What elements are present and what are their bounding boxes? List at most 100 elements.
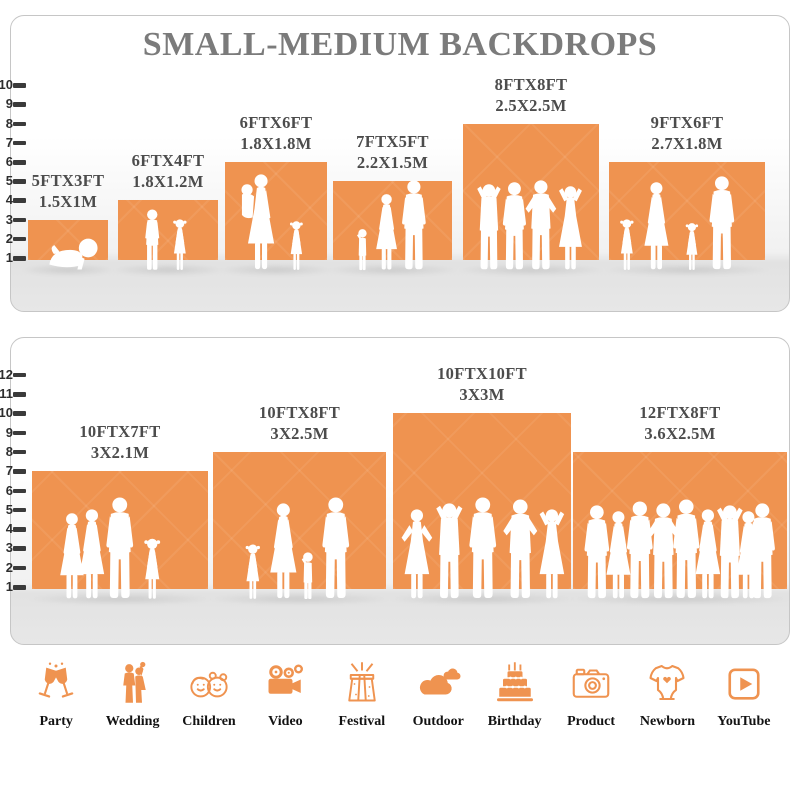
- backdrop-size-m: 1.8X1.8M: [240, 134, 312, 153]
- girl-silhouette: [173, 219, 187, 270]
- scale-tick-label-1: 1: [5, 579, 13, 594]
- wedding-icon: [122, 661, 146, 703]
- category-label: Outdoor: [412, 714, 464, 729]
- category-label: Product: [567, 714, 616, 729]
- category-label: YouTube: [717, 714, 771, 729]
- man-silhouette: [322, 497, 350, 599]
- category-label: Party: [39, 714, 73, 729]
- scale-tick-label-6: 6: [5, 154, 13, 169]
- scale-tick-mark: [13, 546, 26, 551]
- scale-tick-mark: [13, 160, 26, 165]
- category-label: Newborn: [639, 714, 696, 729]
- backdrop-size-ft: 10FTX10FT: [437, 364, 527, 384]
- scale-tick-label-9: 9: [5, 96, 13, 112]
- newborn-icon: [649, 664, 686, 701]
- youtube-icon: [728, 668, 760, 700]
- scale-tick-label-2: 2: [5, 559, 13, 575]
- category-festival: Festival: [324, 660, 400, 730]
- category-product: Product: [553, 660, 629, 730]
- girl-silhouette: [289, 221, 303, 270]
- scale-tick-mark: [13, 392, 26, 397]
- man-hands-silhouette: [435, 503, 463, 599]
- scale-tick-mark: [13, 507, 26, 513]
- backdrop-size-m: 2.7X1.8M: [651, 134, 723, 153]
- boy-silhouette: [144, 209, 159, 270]
- backdrop-label: 12FTX8FT 3.6X2.5M: [570, 402, 790, 444]
- scale-tick-label-7: 7: [5, 463, 13, 479]
- category-row: Party Wedding Children Video Festival Outdoor…: [18, 660, 782, 760]
- backdrop-label: 9FTX6FT 2.7X1.8M: [577, 112, 797, 154]
- man-silhouette: [627, 501, 653, 599]
- backdrop-label: 8FTX8FT 2.5X2.5M: [421, 74, 641, 116]
- backdrop-rect-6ftx6ft: [225, 162, 327, 260]
- category-newborn: Newborn: [629, 660, 705, 730]
- scale-tick-label-8: 8: [5, 443, 13, 459]
- woman-silhouette: [695, 509, 721, 599]
- category-birthday: Birthday: [476, 660, 552, 730]
- scale-tick-mark: [13, 217, 26, 223]
- backdrop-size-ft: 12FTX8FT: [639, 402, 721, 422]
- backdrop-size-ft: 10FTX7FT: [79, 422, 161, 442]
- scale-tick-mark: [13, 179, 26, 184]
- backdrop-shadow: [110, 264, 226, 276]
- scale-tick-label-10: 10: [0, 405, 13, 421]
- man-hips-silhouette: [646, 503, 680, 599]
- children-icon: [190, 671, 228, 698]
- backdrop-size-m: 3X2.1M: [90, 443, 150, 463]
- scale-tick-label-6: 6: [5, 482, 13, 498]
- man-silhouette: [584, 505, 610, 599]
- girl-silhouette: [685, 223, 699, 271]
- scale-tick-mark: [13, 488, 26, 493]
- scale-tick-mark: [13, 83, 26, 88]
- video-icon: [268, 664, 304, 694]
- scale-tick-label-5: 5: [5, 501, 13, 517]
- category-wedding: Wedding: [94, 660, 170, 730]
- woman-hands-silhouette: [539, 509, 565, 599]
- category-youtube: YouTube: [706, 660, 782, 730]
- scale-tick-label-12: 12: [0, 366, 13, 382]
- woman-hips-silhouette: [401, 509, 433, 599]
- scale-tick-mark: [13, 469, 26, 474]
- birthday-icon: [496, 662, 533, 702]
- category-children: Children: [171, 660, 247, 730]
- category-party: Party: [18, 660, 94, 730]
- scale-tick-mark: [13, 236, 26, 242]
- woman-hands-silhouette: [558, 186, 582, 270]
- product-icon: [572, 668, 610, 698]
- scale-tick-label-5: 5: [5, 173, 13, 189]
- category-label: Wedding: [105, 714, 160, 729]
- backdrop-size-m: 2.2X1.5M: [356, 153, 429, 173]
- woman-silhouette: [60, 513, 84, 599]
- scale-tick-mark: [13, 256, 26, 261]
- festival-icon: [348, 662, 376, 702]
- man-silhouette: [106, 497, 134, 599]
- backdrop-shadow: [385, 593, 579, 605]
- woman-child-silhouette: [241, 174, 275, 270]
- party-icon: [38, 662, 74, 698]
- category-label: Festival: [338, 714, 386, 729]
- girl-silhouette: [144, 538, 160, 599]
- toddler-silhouette: [301, 552, 313, 600]
- toddler-silhouette: [356, 229, 367, 271]
- backdrop-size-m: 1.5X1M: [38, 191, 98, 211]
- backdrop-shadow: [24, 593, 216, 605]
- girl-silhouette: [620, 219, 634, 270]
- girl-silhouette: [245, 544, 261, 599]
- scale-tick-mark: [13, 102, 26, 107]
- scale-tick-label-9: 9: [5, 424, 13, 440]
- backdrop-size-ft: 9FTX6FT: [650, 113, 724, 132]
- backdrop-shadow: [325, 264, 460, 276]
- backdrop-size-ft: 10FTX8FT: [258, 402, 341, 422]
- scale-tick-label-8: 8: [5, 115, 13, 131]
- page-title: SMALL-MEDIUM BACKDROPS: [142, 26, 658, 63]
- scale-tick-label-10: 10: [0, 77, 13, 93]
- category-label: Video: [268, 714, 303, 729]
- category-label: Children: [182, 714, 236, 729]
- scale-tick-label-2: 2: [5, 230, 13, 246]
- backdrop-label: 7FTX5FT 2.2X1.5M: [283, 131, 503, 173]
- woman-silhouette: [79, 509, 105, 599]
- scale-tick-mark: [13, 430, 26, 436]
- backdrop-label: 10FTX7FT 3X2.1M: [10, 421, 230, 463]
- scale-tick-label-4: 4: [5, 521, 13, 537]
